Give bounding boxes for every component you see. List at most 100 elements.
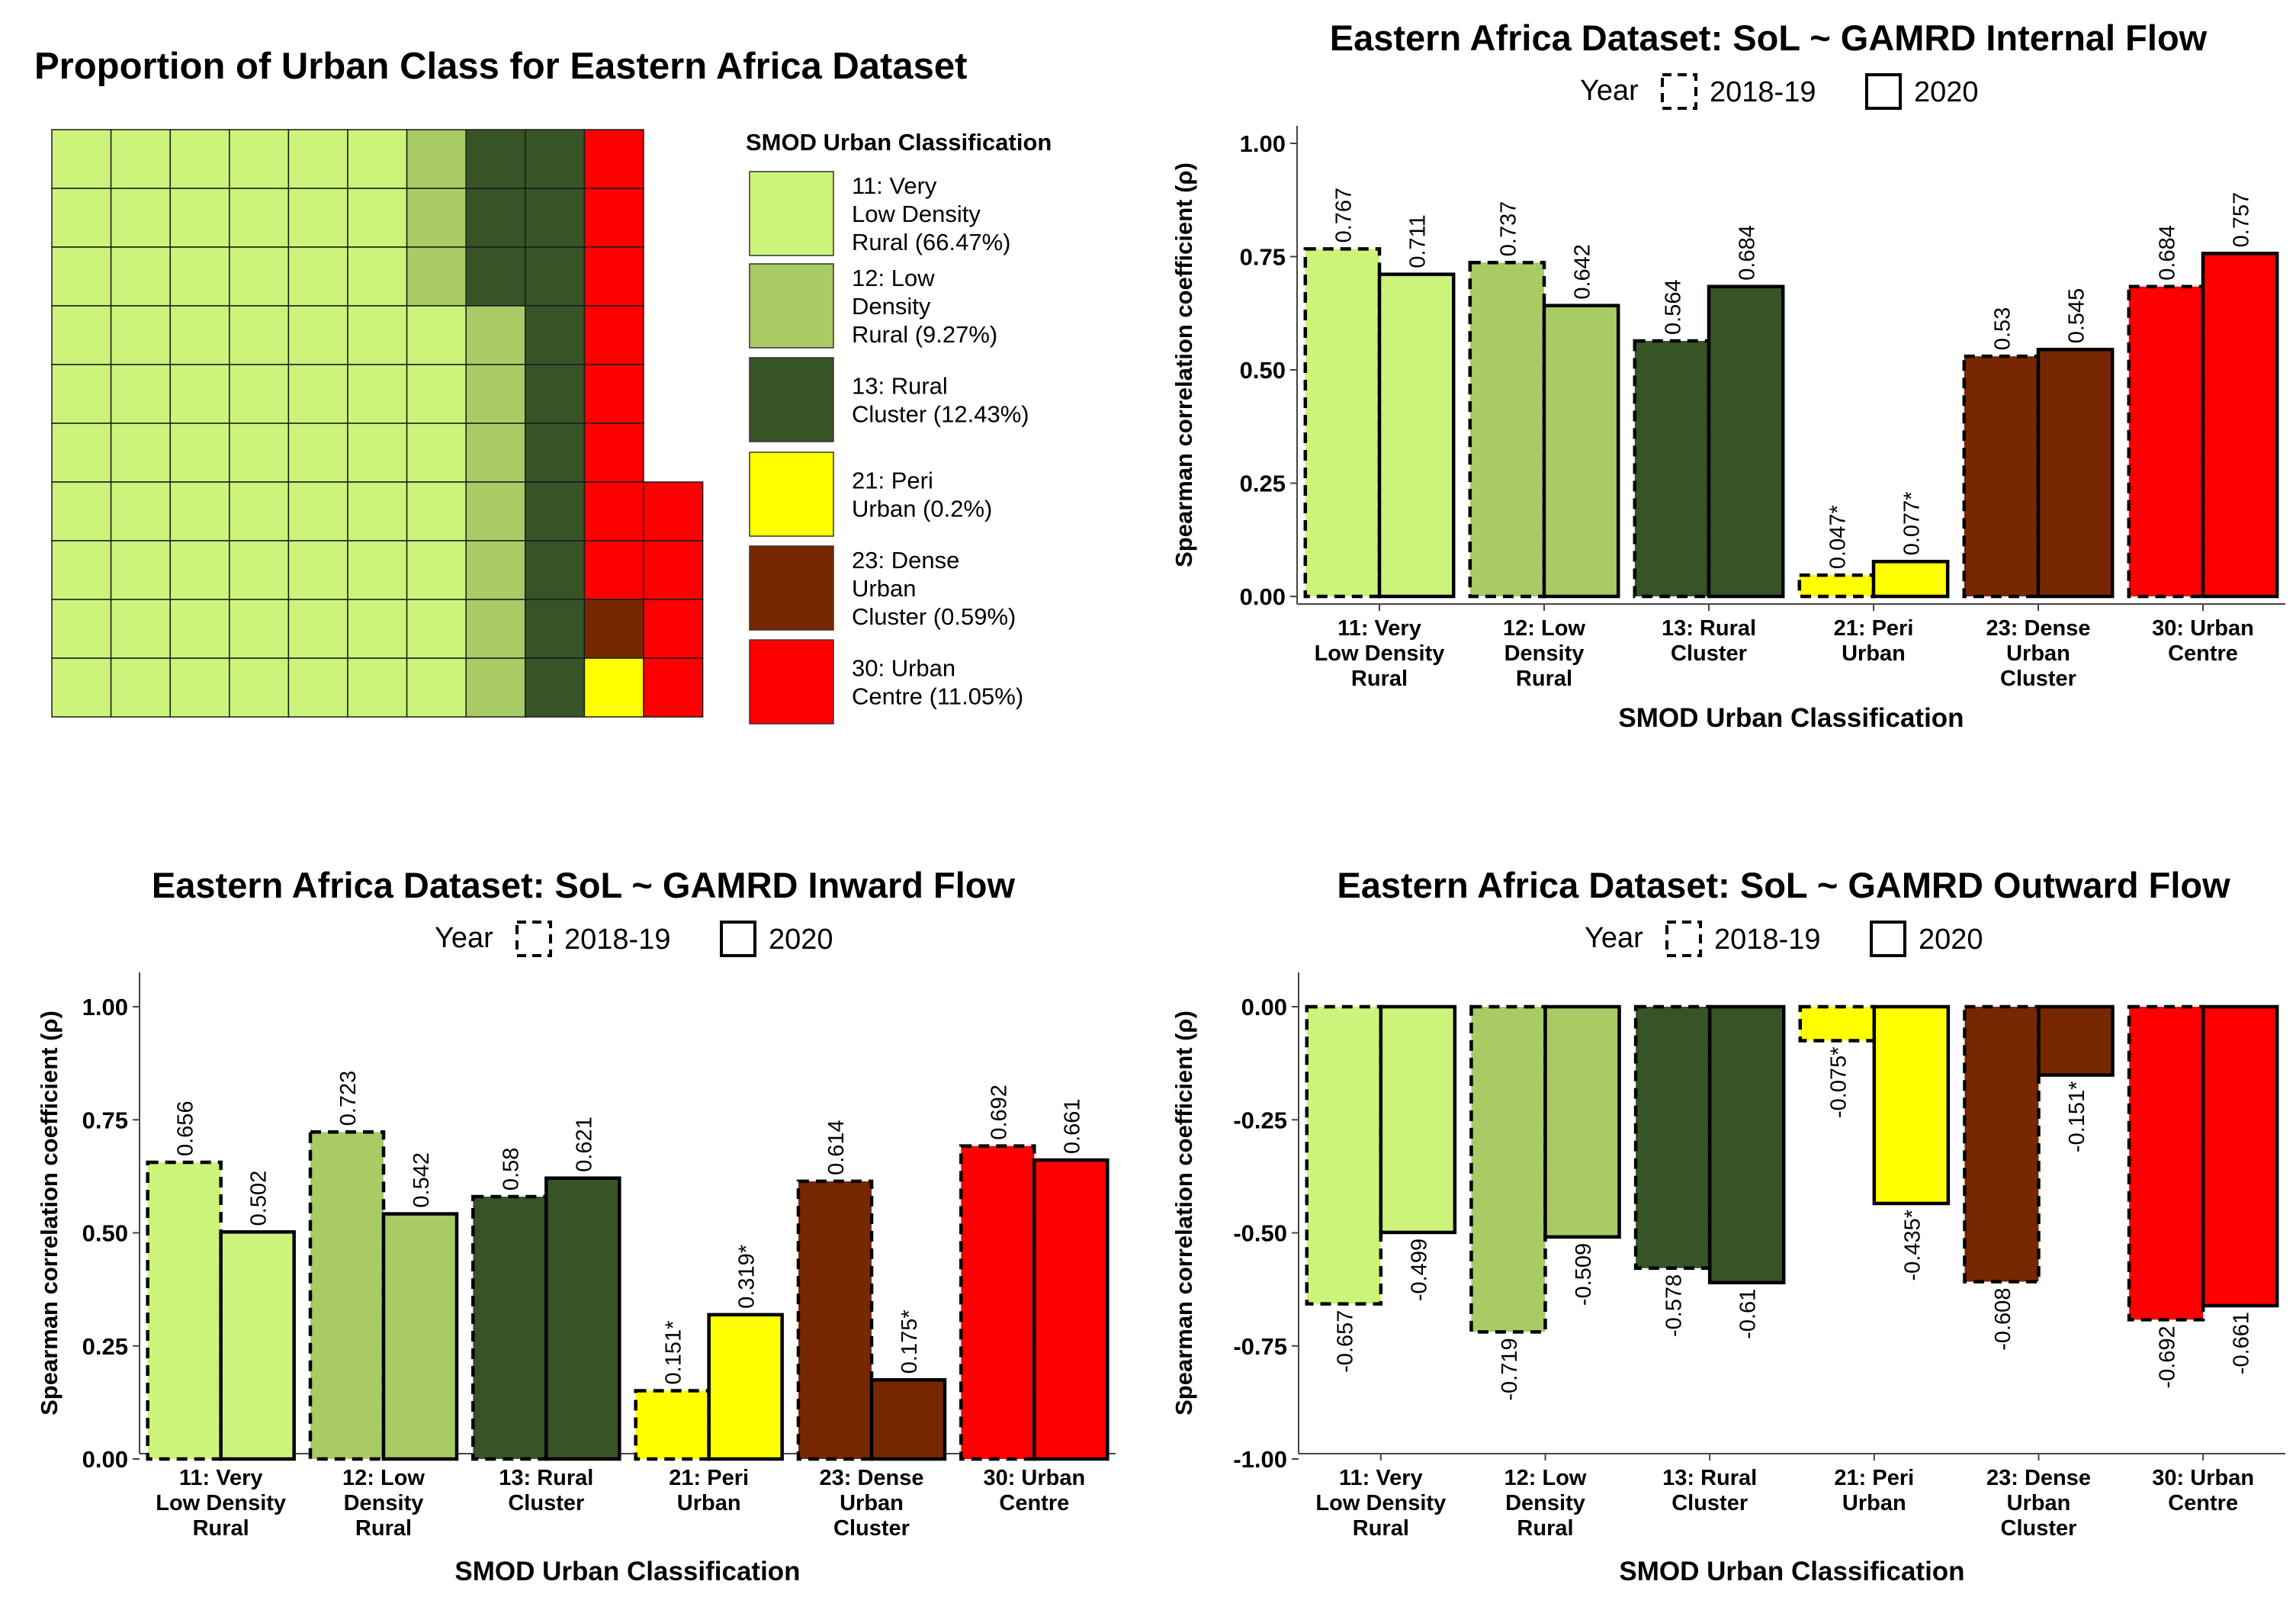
bar-c13-2020 — [1707, 284, 1785, 599]
bar-c12-2020 — [381, 1212, 459, 1461]
waffle-cell-c11 — [347, 364, 408, 424]
waffle-panel: Proportion of Urban Class for Eastern Af… — [0, 0, 1144, 763]
waffle-cell-c13 — [525, 246, 586, 307]
waffle-cell-c13 — [525, 481, 586, 541]
x-tick-label: Rural — [193, 1516, 249, 1541]
x-tick-label: Cluster — [2001, 1516, 2077, 1541]
x-tick-label: Urban — [840, 1491, 904, 1515]
legend-key-solid — [1870, 921, 1906, 957]
waffle-cell-c12 — [406, 246, 467, 307]
waffle-cell-c30 — [583, 364, 644, 424]
waffle-cell-c12 — [465, 599, 526, 659]
bar-c21-2018-19 — [1797, 573, 1876, 599]
data-label: -0.509 — [1572, 1243, 1596, 1306]
x-tick-label: 21: Peri — [1834, 616, 1914, 641]
waffle-cell-c11 — [347, 657, 408, 718]
waffle-cell-c11 — [287, 246, 348, 307]
y-tick-label: 0.75 — [82, 1107, 128, 1133]
data-label: -0.435* — [1900, 1210, 1925, 1281]
data-label: 0.757 — [2230, 192, 2254, 248]
x-tick-label: Urban — [1842, 641, 1906, 666]
x-tick-label: Cluster — [508, 1491, 584, 1515]
data-label: -0.499 — [1407, 1239, 1431, 1301]
y-tick-label: -0.75 — [1233, 1333, 1287, 1360]
waffle-cell-c30 — [643, 540, 704, 600]
legend-label: 2018-19 — [1714, 924, 1820, 956]
y-tick-label: 0.50 — [1240, 357, 1286, 384]
waffle-cell-c11 — [229, 129, 290, 189]
waffle-cell-c11 — [169, 246, 230, 307]
y-tick-label: 0.50 — [82, 1220, 128, 1247]
waffle-cell-c13 — [465, 246, 526, 307]
waffle-legend-label: Rural (9.27%) — [852, 321, 997, 348]
waffle-cell-c11 — [51, 481, 112, 541]
data-label: 0.564 — [1661, 279, 1685, 335]
waffle-cell-c11 — [287, 129, 348, 189]
legend-title: Year — [1585, 922, 1643, 954]
waffle-cell-c11 — [347, 423, 408, 483]
bar-c11-2018-19 — [1305, 1004, 1383, 1306]
waffle-cell-c30 — [583, 481, 644, 541]
legend-label: 2018-19 — [1710, 76, 1816, 108]
waffle-cell-c11 — [229, 481, 290, 541]
waffle-cell-c11 — [51, 364, 112, 424]
legend: Year 2018-19 2020 — [1580, 73, 1979, 110]
x-tick-label: Rural — [1353, 1516, 1409, 1541]
x-axis-label: SMOD Urban Classification — [454, 1557, 800, 1586]
legend-label: 2020 — [1919, 924, 1983, 956]
bar-c30-2018-19 — [2127, 284, 2205, 599]
legend-key-dashed — [515, 921, 552, 957]
waffle-cell-c11 — [406, 364, 467, 424]
waffle-cell-c30 — [583, 540, 644, 600]
bar-c30-2018-19 — [959, 1144, 1036, 1461]
chart-title: Eastern Africa Dataset: SoL ~ GAMRD Outw… — [1337, 865, 2230, 905]
x-tick-label: Rural — [1351, 667, 1408, 691]
waffle-cell-c11 — [406, 540, 467, 600]
waffle-cell-c30 — [583, 129, 644, 189]
data-label: 0.175* — [898, 1310, 922, 1374]
waffle-cell-c30 — [643, 481, 704, 541]
legend: Year 2018-19 2020 — [435, 921, 833, 957]
outward-flow-panel: Eastern Africa Dataset: SoL ~ GAMRD Outw… — [1148, 839, 2296, 1610]
waffle-cell-c13 — [525, 129, 586, 189]
waffle-cell-c11 — [169, 540, 230, 600]
x-tick-label: 11: Very — [1337, 616, 1421, 641]
waffle-chart: Proportion of Urban Class for Eastern Af… — [34, 46, 1052, 725]
waffle-cell-c11 — [51, 246, 112, 307]
waffle-legend-label: 13: Rural — [852, 373, 948, 400]
data-label: 0.542 — [409, 1152, 434, 1208]
bar-c21-2020 — [707, 1313, 784, 1461]
waffle-cell-c11 — [169, 305, 230, 365]
y-tick-label: -1.00 — [1233, 1446, 1287, 1473]
bar-c30-2020 — [2201, 252, 2279, 599]
data-label: -0.661 — [2230, 1312, 2254, 1374]
x-tick-label: Low Density — [156, 1491, 286, 1515]
waffle-cell-c30 — [583, 188, 644, 248]
data-label: 0.58 — [499, 1148, 523, 1191]
waffle-cell-c13 — [525, 423, 586, 483]
legend-label: 2020 — [1914, 76, 1979, 108]
waffle-legend-label: 11: Very — [852, 172, 937, 199]
waffle-legend-label: Urban — [852, 575, 916, 602]
data-label: -0.61 — [1736, 1289, 1761, 1339]
waffle-cell-c13 — [525, 305, 586, 365]
waffle-cell-c11 — [287, 364, 348, 424]
waffle-cell-c11 — [229, 188, 290, 248]
bar-c30-2020 — [2201, 1004, 2279, 1308]
waffle-cell-c11 — [229, 423, 290, 483]
waffle-cell-c12 — [465, 481, 526, 541]
x-tick-label: 12: Low — [342, 1466, 425, 1490]
x-tick-label: 13: Rural — [1662, 1466, 1757, 1490]
waffle-legend-label: Rural (66.47%) — [852, 229, 1010, 255]
bar-c23-2020 — [2037, 1004, 2115, 1077]
data-label: 0.661 — [1060, 1098, 1084, 1154]
waffle-cell-c12 — [465, 305, 526, 365]
waffle-legend-label: Density — [852, 293, 931, 320]
waffle-cell-c11 — [406, 305, 467, 365]
x-tick-label: Centre — [2168, 1491, 2238, 1515]
x-tick-label: 21: Peri — [1834, 1466, 1914, 1490]
data-label: 0.723 — [336, 1071, 361, 1126]
bar-c21-2020 — [1871, 560, 1950, 599]
data-label: 0.077* — [1900, 491, 1925, 555]
data-label: 0.656 — [174, 1101, 198, 1156]
